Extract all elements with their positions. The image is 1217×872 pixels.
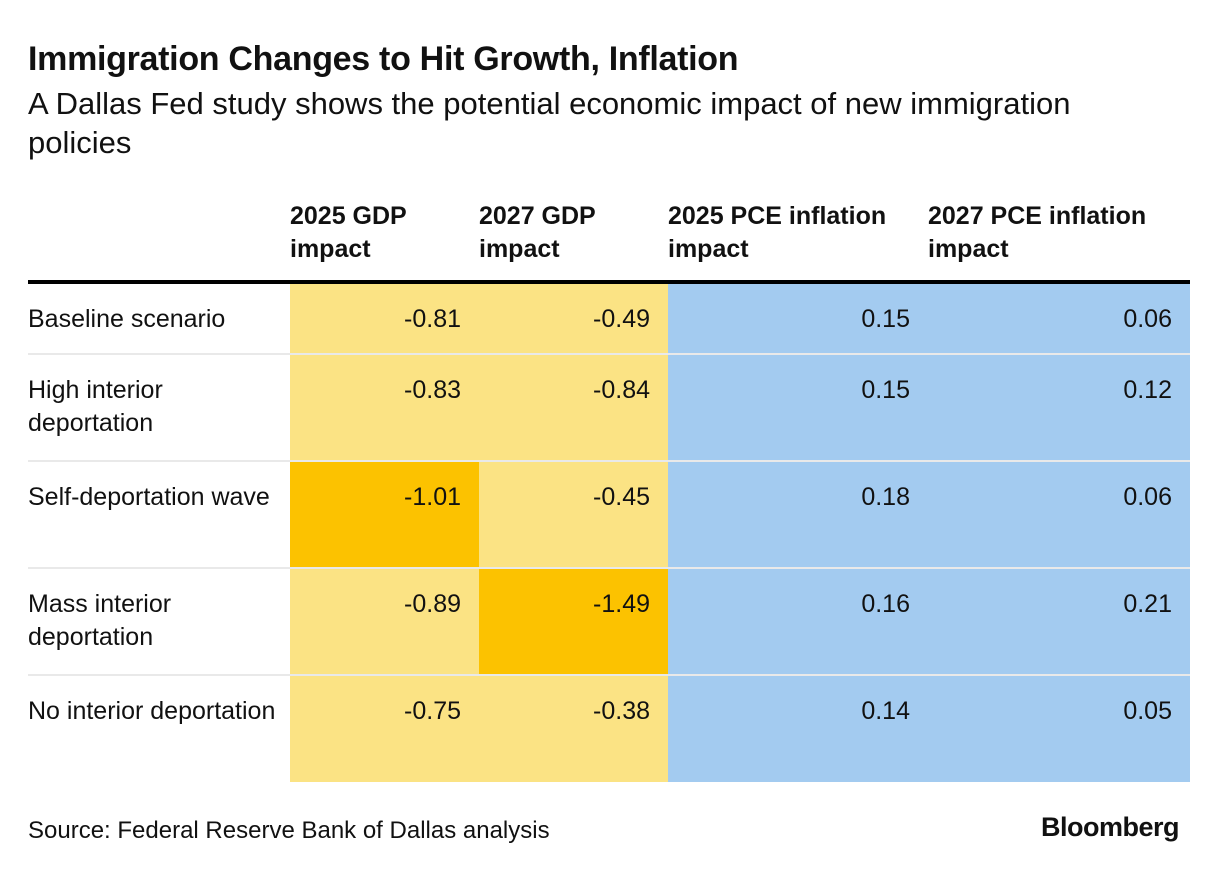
cell-2027-gdp: -1.49 <box>479 568 668 676</box>
table-row: No interior deportation -0.75 -0.38 0.14 0.0… <box>28 675 1190 782</box>
table-row: Self-deportation wave -1.01 -0.45 0.18 0.06 <box>28 461 1190 569</box>
impact-table: 2025 GDP impact 2027 GDP impact 2025 PCE… <box>28 196 1190 782</box>
row-label: Self-deportation wave <box>28 461 290 569</box>
cell-2027-gdp: -0.38 <box>479 675 668 782</box>
header-scenario <box>28 196 290 284</box>
cell-2027-pce: 0.05 <box>928 675 1190 782</box>
row-label: Mass interior deportation <box>28 568 290 676</box>
chart-title: Immigration Changes to Hit Growth, Infla… <box>28 40 739 78</box>
chart-subtitle: A Dallas Fed study shows the potential e… <box>28 86 1071 160</box>
row-label: No interior deportation <box>28 697 276 725</box>
source-note: Source: Federal Reserve Bank of Dallas a… <box>28 817 550 844</box>
cell-2027-pce: 0.06 <box>928 282 1190 355</box>
cell-2025-pce: 0.15 <box>668 354 928 462</box>
cell-2025-pce: 0.14 <box>668 675 928 782</box>
header-2025-gdp: 2025 GDP impact <box>290 196 479 284</box>
cell-2025-pce: 0.18 <box>668 461 928 569</box>
cell-2025-pce: 0.15 <box>668 282 928 355</box>
cell-2027-gdp: -0.49 <box>479 282 668 355</box>
header-row: 2025 GDP impact 2027 GDP impact 2025 PCE… <box>28 196 1190 284</box>
cell-2025-gdp: -0.75 <box>290 675 479 782</box>
cell-2025-gdp: -0.83 <box>290 354 479 462</box>
cell-2027-gdp: -0.45 <box>479 461 668 569</box>
table-row: Baseline scenario -0.81 -0.49 0.15 0.06 <box>28 282 1190 355</box>
bloomberg-logo: Bloomberg <box>1040 812 1180 842</box>
cell-2027-pce: 0.06 <box>928 461 1190 569</box>
table-row: Mass interior deportation -0.89 -1.49 0.16 0… <box>28 568 1190 676</box>
cell-2025-gdp: -0.81 <box>290 282 479 355</box>
header-2025-pce: 2025 PCE inflation impact <box>668 196 928 284</box>
cell-2027-gdp: -0.84 <box>479 354 668 462</box>
cell-2027-pce: 0.12 <box>928 354 1190 462</box>
cell-2025-pce: 0.16 <box>668 568 928 676</box>
cell-2027-pce: 0.21 <box>928 568 1190 676</box>
row-label: Baseline scenario <box>28 282 290 355</box>
row-label: High interior deportation <box>28 354 290 462</box>
table-body: Baseline scenario -0.81 -0.49 0.15 0.06 High … <box>28 282 1190 782</box>
table-row: High interior deportation -0.83 -0.84 0.15 0… <box>28 354 1190 462</box>
cell-2025-gdp: -0.89 <box>290 568 479 676</box>
cell-2025-gdp: -1.01 <box>290 461 479 569</box>
header-2027-pce: 2027 PCE inflation impact <box>928 196 1190 284</box>
header-2027-gdp: 2027 GDP impact <box>479 196 668 284</box>
